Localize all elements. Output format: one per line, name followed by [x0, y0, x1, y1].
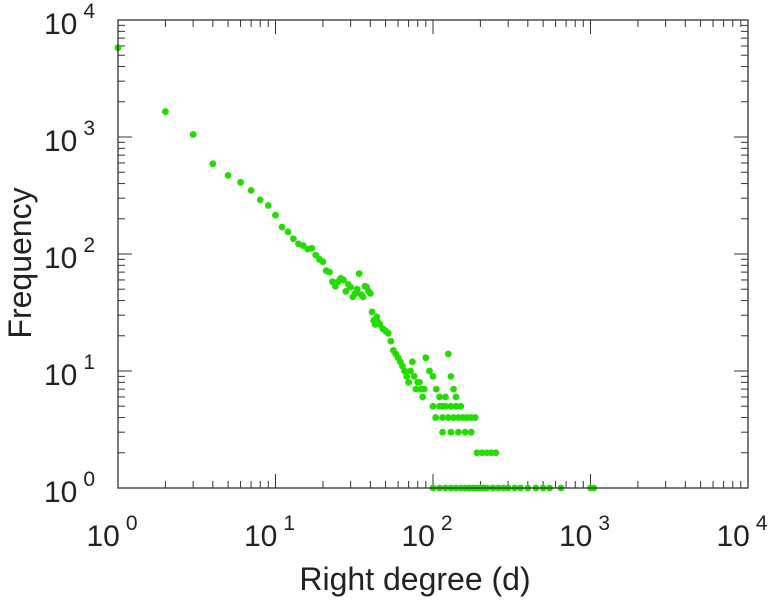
data-point: [384, 329, 392, 337]
data-point: [452, 393, 460, 401]
data-point: [319, 258, 327, 266]
y-tick-label: 10 1: [44, 351, 95, 392]
data-point: [422, 354, 430, 362]
data-point: [436, 393, 443, 401]
data-point: [412, 385, 420, 393]
minor-ticks: [117, 20, 748, 489]
data-point: [368, 308, 376, 316]
data-point: [162, 108, 169, 115]
y-tick-label: 10 2: [44, 234, 95, 275]
data-point: [478, 449, 486, 457]
x-tick-label: 10 3: [559, 512, 610, 553]
data-point: [452, 402, 460, 410]
data-point: [439, 428, 446, 436]
y-axis-title: Frequency: [2, 187, 38, 338]
data-point: [209, 160, 217, 168]
data-point: [429, 402, 437, 410]
data-point: [366, 290, 374, 297]
data-point: [444, 350, 452, 358]
data-point: [447, 402, 455, 410]
x-tick-labels: 10 0 10 1 10 2 10 3 10 4: [86, 512, 767, 553]
y-tick-label: 10 3: [44, 117, 95, 158]
data-point: [473, 449, 481, 457]
data-point: [426, 367, 433, 375]
data-point: [342, 287, 350, 295]
data-point: [278, 223, 286, 231]
data-point: [467, 428, 475, 436]
data-point: [439, 414, 446, 421]
data-point: [444, 414, 452, 421]
y-tick-label: 10 4: [44, 0, 95, 41]
data-point: [419, 393, 427, 401]
x-tick-label: 10 2: [401, 512, 452, 553]
data-point: [416, 378, 423, 386]
data-point: [256, 196, 264, 204]
data-point: [410, 372, 418, 380]
data-point: [442, 402, 449, 410]
data-point: [373, 313, 381, 321]
data-point: [272, 211, 279, 219]
data-point: [237, 178, 244, 186]
data-point: [359, 293, 367, 301]
x-tick-label: 10 1: [244, 512, 295, 553]
data-point: [405, 378, 413, 386]
y-tick-label: 10 0: [44, 468, 95, 509]
data-point: [420, 385, 428, 393]
data-point: [461, 428, 469, 436]
data-point: [450, 414, 457, 421]
data-point: [401, 367, 408, 375]
plot-frame: [117, 19, 749, 489]
data-points: [114, 44, 598, 492]
data-point: [247, 186, 255, 194]
data-point: [290, 235, 297, 243]
x-tick-label: 10 0: [86, 512, 137, 553]
data-point: [347, 283, 355, 291]
data-point: [429, 372, 437, 380]
data-point: [340, 276, 347, 284]
data-point: [326, 268, 333, 276]
data-point: [471, 414, 479, 421]
data-point: [409, 358, 416, 366]
data-point: [492, 449, 500, 457]
data-point: [403, 372, 411, 380]
data-point: [355, 270, 363, 277]
data-point: [436, 402, 443, 410]
data-point: [447, 372, 455, 380]
data-point: [284, 228, 292, 236]
data-point: [189, 131, 197, 138]
data-point: [457, 402, 465, 410]
data-point: [450, 385, 457, 393]
data-point: [432, 414, 440, 421]
data-point: [387, 337, 395, 345]
data-point: [442, 393, 449, 401]
data-point: [353, 285, 361, 293]
x-axis-title: Right degree (d): [299, 561, 530, 597]
data-point: [447, 428, 455, 436]
x-tick-label: 10 4: [716, 512, 767, 553]
data-point: [407, 367, 414, 375]
data-point: [308, 244, 316, 252]
data-point: [264, 202, 272, 209]
data-point: [432, 385, 440, 393]
data-point: [455, 428, 462, 436]
data-point: [224, 171, 232, 179]
